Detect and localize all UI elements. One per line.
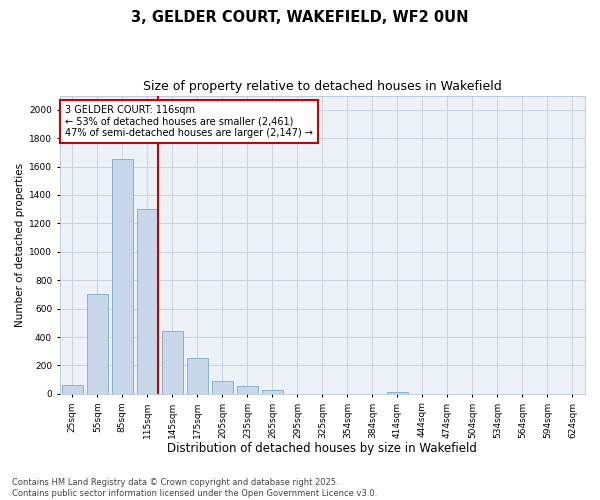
Bar (212, 381, 233, 394)
X-axis label: Distribution of detached houses by size in Wakefield: Distribution of detached houses by size … (167, 442, 478, 455)
Bar (137, 209, 158, 394)
Title: Size of property relative to detached houses in Wakefield: Size of property relative to detached ho… (143, 80, 502, 93)
Bar (112, 160, 133, 394)
Text: 3 GELDER COURT: 116sqm
← 53% of detached houses are smaller (2,461)
47% of semi-: 3 GELDER COURT: 116sqm ← 53% of detached… (65, 104, 313, 138)
Bar (187, 358, 208, 394)
Bar (86, 294, 108, 394)
Bar (262, 390, 283, 394)
Text: 3, GELDER COURT, WAKEFIELD, WF2 0UN: 3, GELDER COURT, WAKEFIELD, WF2 0UN (131, 10, 469, 25)
Bar (237, 386, 258, 394)
Bar (162, 332, 183, 394)
Bar (62, 384, 83, 394)
Y-axis label: Number of detached properties: Number of detached properties (15, 162, 25, 326)
Bar (387, 392, 408, 394)
Text: Contains HM Land Registry data © Crown copyright and database right 2025.
Contai: Contains HM Land Registry data © Crown c… (12, 478, 377, 498)
